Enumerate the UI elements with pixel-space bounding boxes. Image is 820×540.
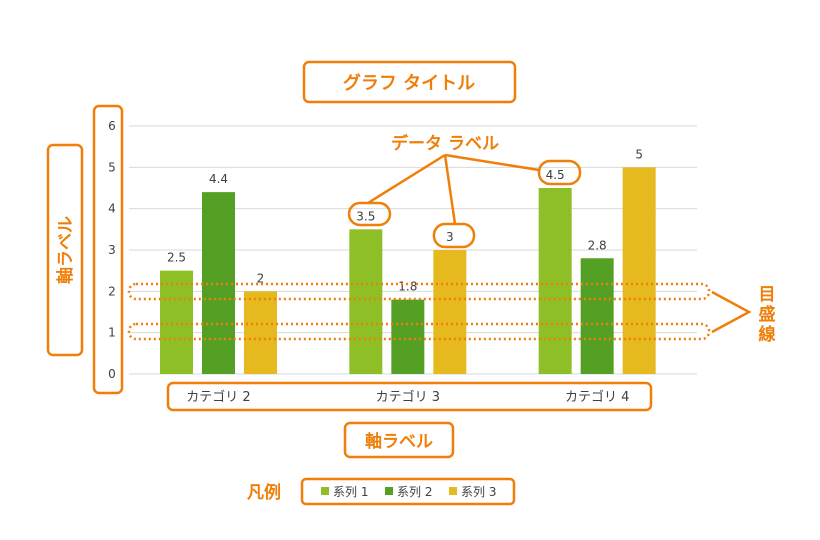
x-axis-categories: カテゴリ 2 カテゴリ 3 カテゴリ 4 (186, 389, 629, 405)
legend-entry: 系列 3 (461, 485, 496, 499)
legend-entry: 系列 2 (397, 485, 432, 499)
bar (244, 291, 277, 374)
data-label-leader-3 (444, 153, 540, 172)
category-label: カテゴリ 3 (376, 389, 440, 405)
legend-swatch (385, 487, 393, 495)
y-tick-label: 2 (108, 284, 116, 298)
gridline-oval-2 (127, 282, 711, 301)
bar (580, 258, 614, 374)
y-axis-ticks: 0 1 2 3 4 5 6 (108, 119, 116, 381)
callouts (46, 60, 752, 506)
bar (538, 188, 572, 374)
y-tick-label: 3 (108, 243, 116, 257)
bar (433, 250, 467, 374)
category-label: カテゴリ 2 (186, 389, 250, 405)
gridline-oval-1 (127, 322, 711, 341)
y-tick-label: 5 (108, 160, 116, 174)
legend-entry: 系列 1 (333, 485, 368, 499)
data-label: 3.5 (356, 209, 375, 223)
vertical-axis-label-callout: 軸ラベル (55, 216, 76, 284)
bars (160, 167, 656, 374)
data-label-callout: データ ラベル (391, 133, 499, 154)
category-label: カテゴリ 4 (565, 389, 629, 405)
gridlines-callout: 目盛線 (759, 285, 776, 345)
y-tick-label: 6 (108, 119, 116, 133)
legend-swatch (449, 487, 457, 495)
bar (160, 270, 193, 374)
data-label: 4.5 (546, 168, 565, 182)
y-tick-label: 1 (108, 326, 116, 340)
data-labels: 2.5 4.4 2 3.5 1.8 3 4.5 2.8 5 (167, 147, 643, 293)
legend-callout: 凡例 (247, 482, 281, 503)
gridlines-bracket (711, 290, 752, 334)
data-label-leader-2 (443, 154, 457, 225)
data-label: 2.5 (167, 251, 186, 265)
chart-title-box (302, 60, 517, 104)
bar (622, 167, 656, 374)
categories-box (166, 381, 653, 412)
data-label: 2.8 (588, 238, 607, 252)
bar (349, 229, 383, 374)
data-label: 3 (446, 230, 454, 244)
data-label: 2 (257, 271, 265, 285)
legend-swatch (321, 487, 329, 495)
legend: 系列 1 系列 2 系列 3 (321, 485, 496, 499)
data-label: 5 (635, 147, 643, 161)
y-ticks-box (92, 104, 124, 395)
vertical-axis-label-box (46, 143, 84, 357)
y-tick-label: 0 (108, 367, 116, 381)
horizontal-axis-label-callout: 軸ラベル (365, 431, 433, 452)
data-label-oval-2 (432, 222, 476, 249)
chart-title-callout: グラフ タイトル (343, 72, 475, 94)
y-tick-label: 4 (108, 202, 116, 216)
legend-box (300, 477, 516, 506)
data-label: 4.4 (209, 172, 228, 186)
horizontal-axis-label-box (343, 421, 455, 459)
data-label-leader-1 (367, 153, 446, 205)
bar (391, 299, 425, 374)
data-label: 1.8 (398, 280, 417, 294)
data-label-oval-3 (537, 159, 582, 186)
